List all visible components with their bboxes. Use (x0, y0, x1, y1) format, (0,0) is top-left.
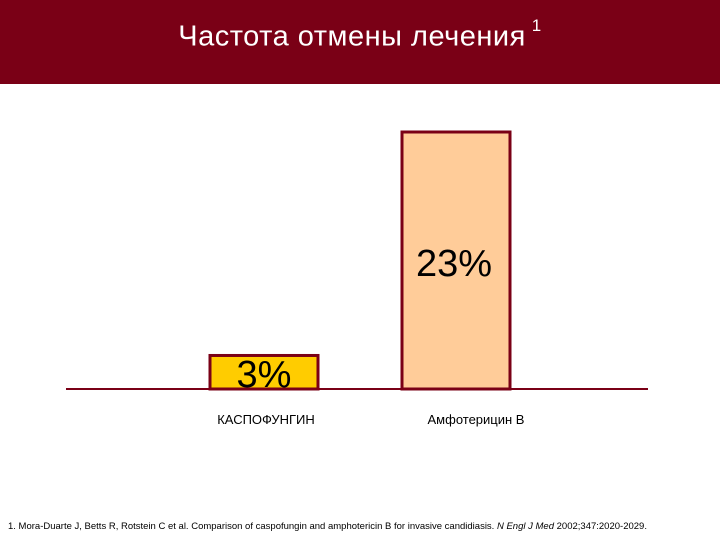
reference-footnote: 1. Mora-Duarte J, Betts R, Rotstein C et… (8, 521, 714, 532)
footnote-journal: N Engl J Med (496, 521, 554, 532)
category-label-1: КАСПОФУНГИН (217, 412, 315, 427)
slide-title-text: Частота отмены лечения (178, 20, 526, 53)
bar-2 (400, 130, 512, 391)
footnote-citation: 2002;347:2020-2029. (556, 521, 647, 532)
category-label-2: Амфотерицин В (428, 412, 525, 427)
title-bar: Частота отмены лечения 1 (0, 0, 720, 84)
data-label-2: 23% (416, 243, 492, 285)
slide-title: Частота отмены лечения 1 (0, 16, 720, 54)
footnote-text: 1. Mora-Duarte J, Betts R, Rotstein C et… (8, 521, 495, 532)
title-superscript: 1 (531, 16, 542, 35)
